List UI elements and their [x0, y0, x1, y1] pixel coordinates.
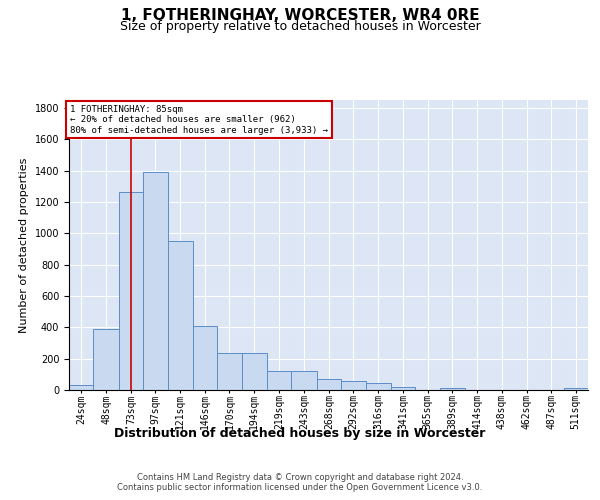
Bar [563, 388, 588, 390]
Bar [292, 371, 317, 390]
Bar [119, 192, 143, 390]
Bar [365, 383, 391, 390]
Y-axis label: Number of detached properties: Number of detached properties [19, 158, 29, 332]
Bar [391, 387, 415, 390]
Bar [242, 353, 267, 390]
Bar [317, 379, 341, 390]
Bar [69, 386, 94, 390]
Bar [217, 353, 242, 390]
Text: Distribution of detached houses by size in Worcester: Distribution of detached houses by size … [115, 428, 485, 440]
Text: 1, FOTHERINGHAY, WORCESTER, WR4 0RE: 1, FOTHERINGHAY, WORCESTER, WR4 0RE [121, 8, 479, 22]
Bar [167, 241, 193, 390]
Text: Size of property relative to detached houses in Worcester: Size of property relative to detached ho… [119, 20, 481, 33]
Bar [193, 326, 217, 390]
Bar [94, 329, 119, 390]
Text: 1 FOTHERINGHAY: 85sqm
← 20% of detached houses are smaller (962)
80% of semi-det: 1 FOTHERINGHAY: 85sqm ← 20% of detached … [70, 104, 328, 134]
Bar [143, 172, 167, 390]
Text: Contains HM Land Registry data © Crown copyright and database right 2024.
Contai: Contains HM Land Registry data © Crown c… [118, 472, 482, 492]
Bar [267, 371, 292, 390]
Bar [440, 388, 465, 390]
Bar [341, 380, 365, 390]
